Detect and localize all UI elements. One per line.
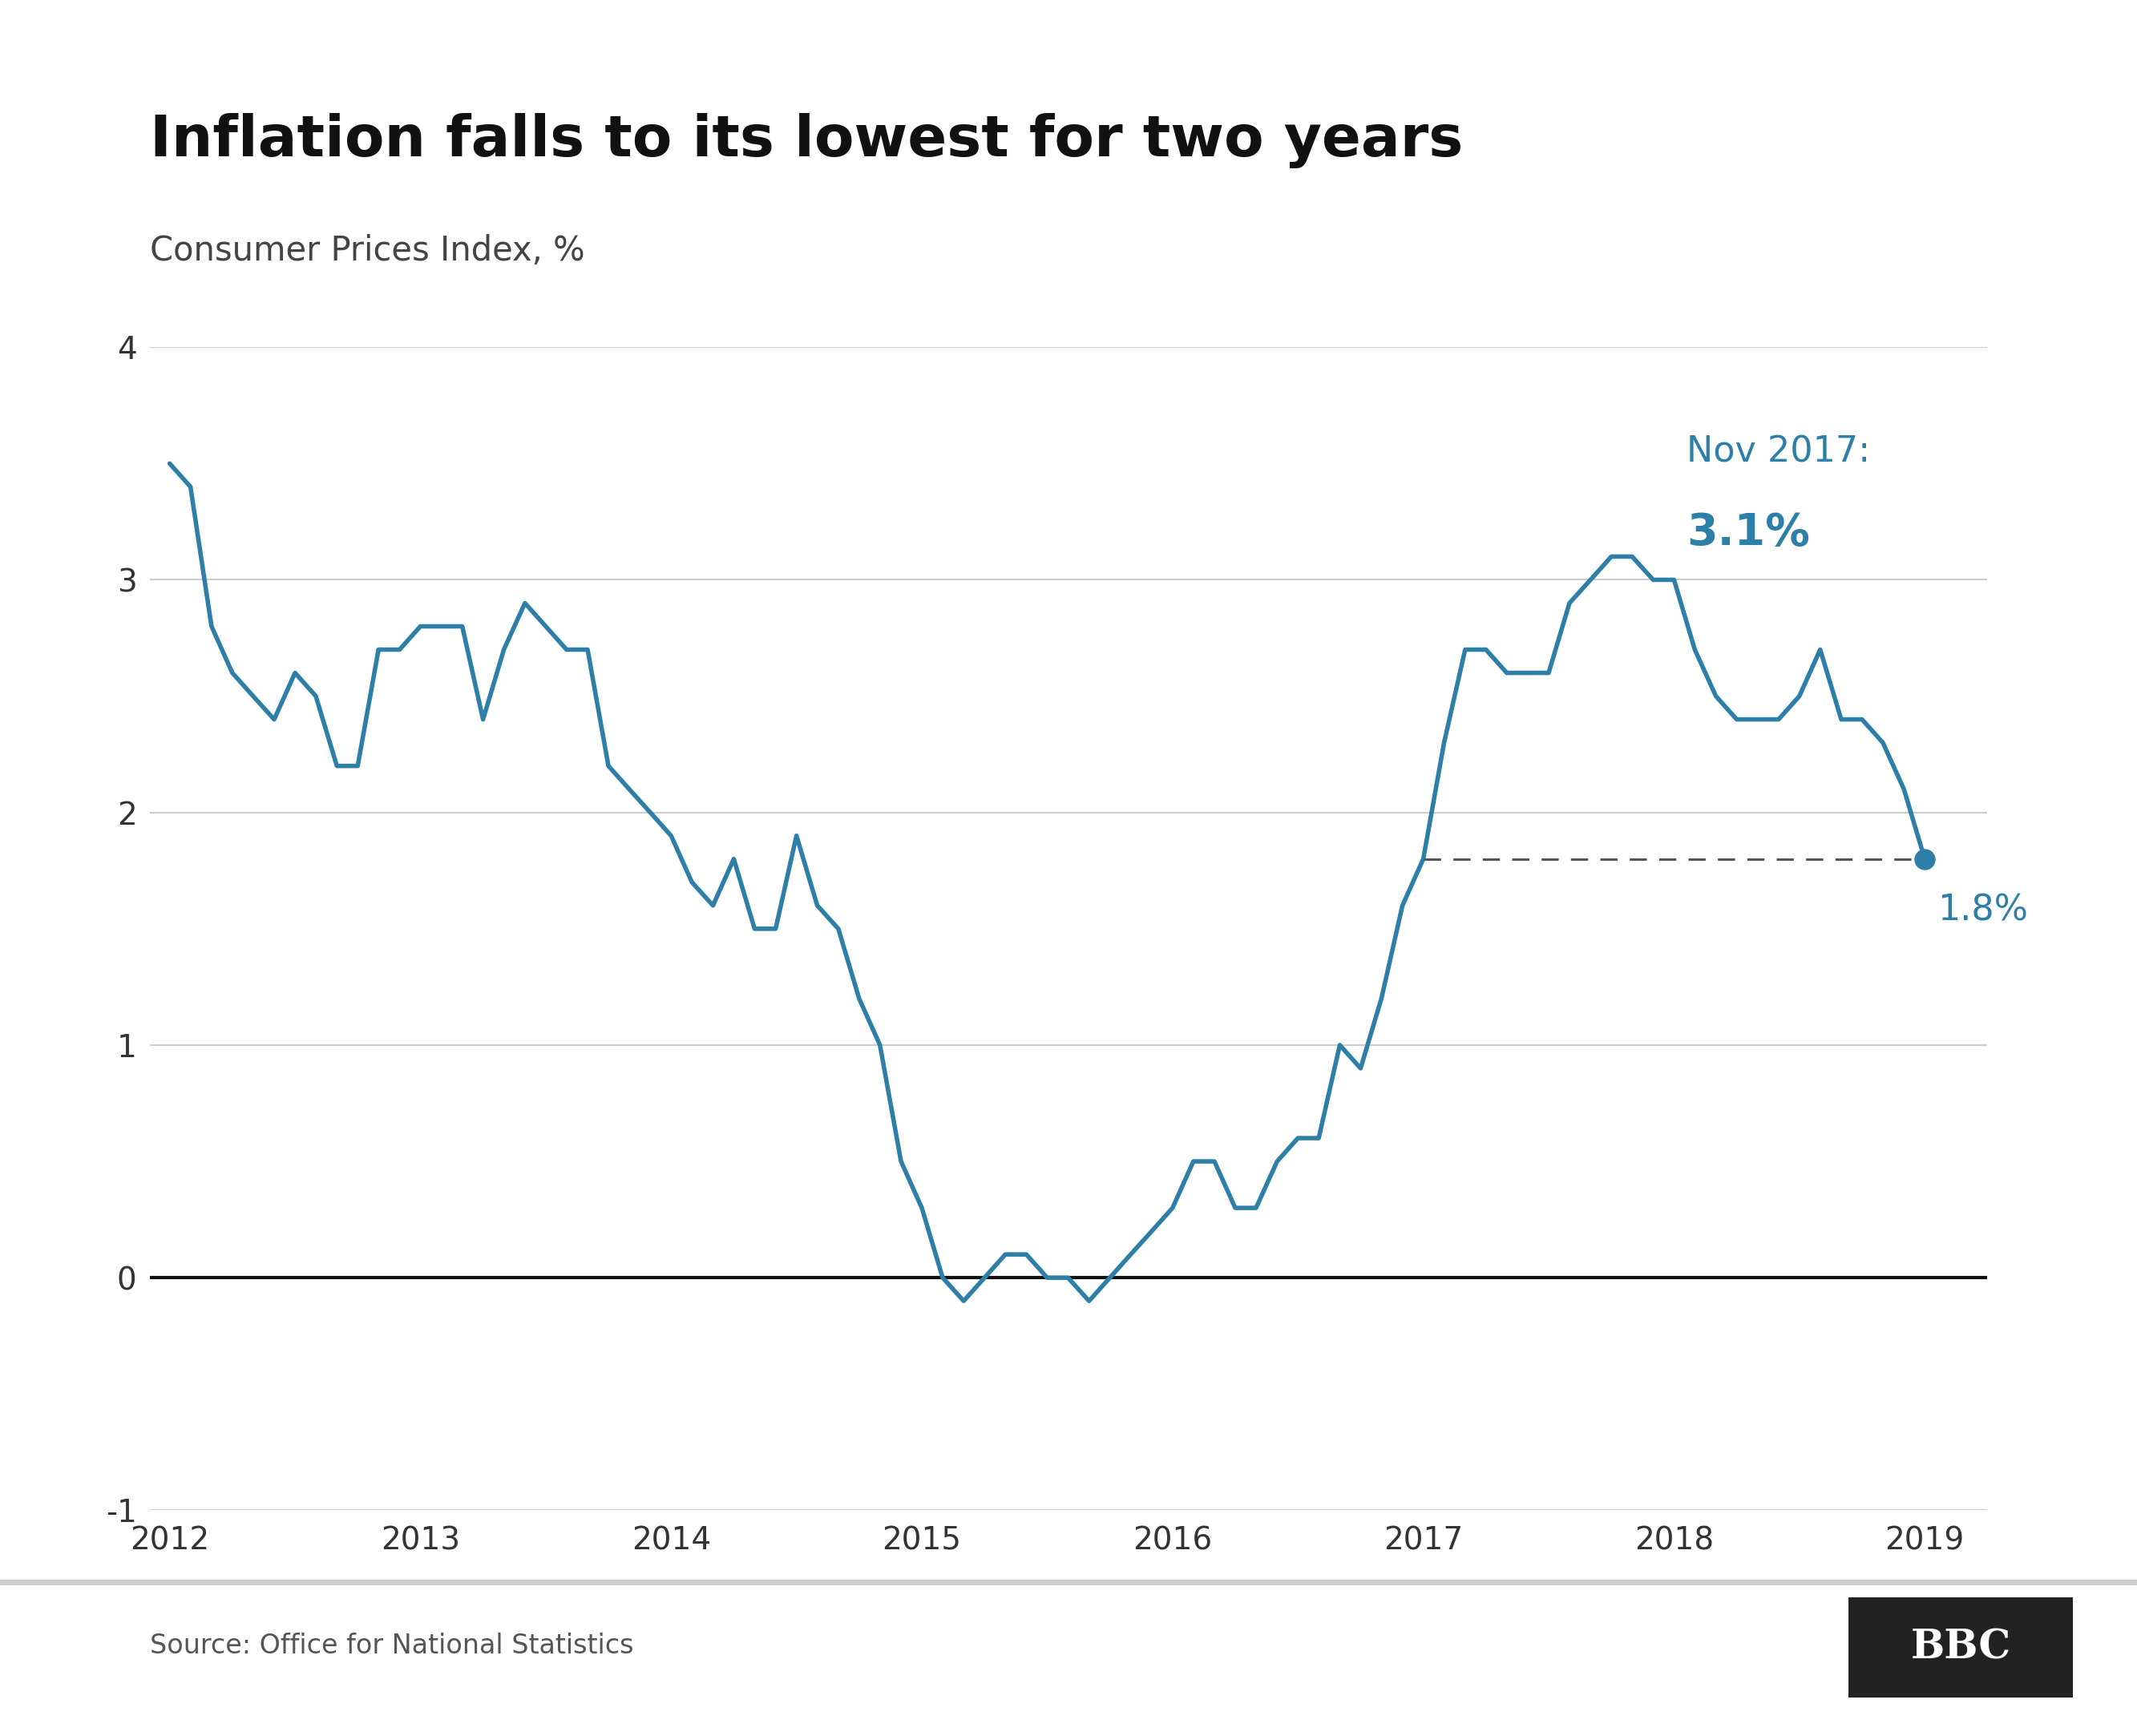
Text: Consumer Prices Index, %: Consumer Prices Index, % — [150, 234, 586, 267]
Text: BBC: BBC — [1910, 1628, 2011, 1667]
Text: 3.1%: 3.1% — [1686, 512, 1810, 556]
Text: Source: Office for National Statistics: Source: Office for National Statistics — [150, 1632, 633, 1660]
Text: Nov 2017:: Nov 2017: — [1686, 434, 1870, 469]
Text: 1.8%: 1.8% — [1938, 892, 2028, 927]
Text: Inflation falls to its lowest for two years: Inflation falls to its lowest for two ye… — [150, 113, 1462, 168]
